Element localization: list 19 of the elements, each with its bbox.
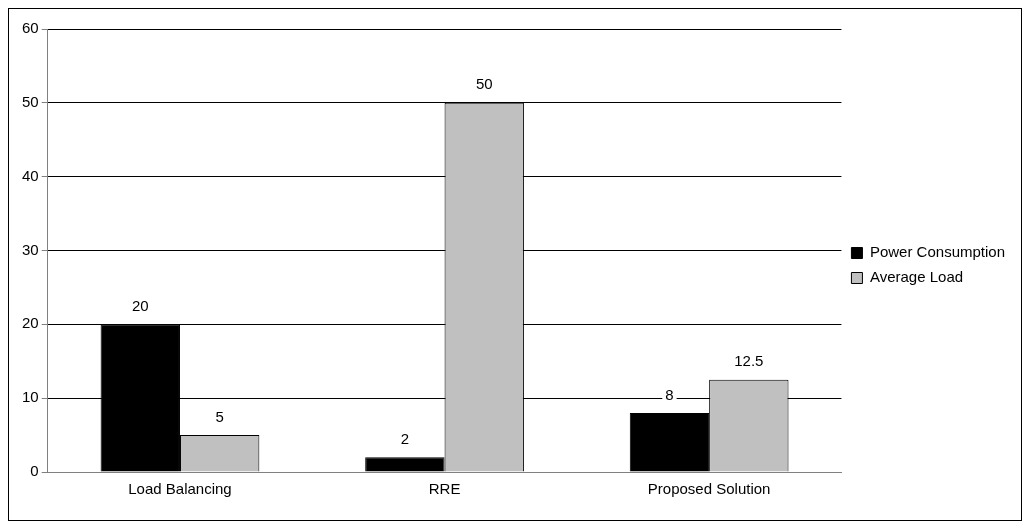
y-tick-label: 60	[22, 19, 39, 37]
bar	[629, 412, 710, 472]
y-tick-label: 30	[22, 240, 39, 258]
x-tick-label: RRE	[428, 480, 461, 498]
y-tick-label: 40	[22, 166, 39, 184]
data-label: 5	[215, 407, 224, 425]
data-label: 12.5	[734, 352, 764, 370]
y-tick-label: 20	[22, 314, 39, 332]
legend-label: Average Load	[869, 268, 964, 286]
data-label: 50	[475, 75, 493, 93]
y-tick-label: 10	[22, 388, 39, 406]
data-label: 20	[131, 296, 149, 314]
x-tick-label: Proposed Solution	[647, 480, 771, 498]
x-tick-label: Load Balancing	[128, 480, 232, 498]
y-tick-label: 50	[22, 92, 39, 110]
data-label: 8	[665, 385, 674, 403]
y-tick-label: 0	[30, 462, 39, 480]
legend-label: Power Consumption	[869, 243, 1006, 261]
data-label: 2	[400, 429, 410, 447]
